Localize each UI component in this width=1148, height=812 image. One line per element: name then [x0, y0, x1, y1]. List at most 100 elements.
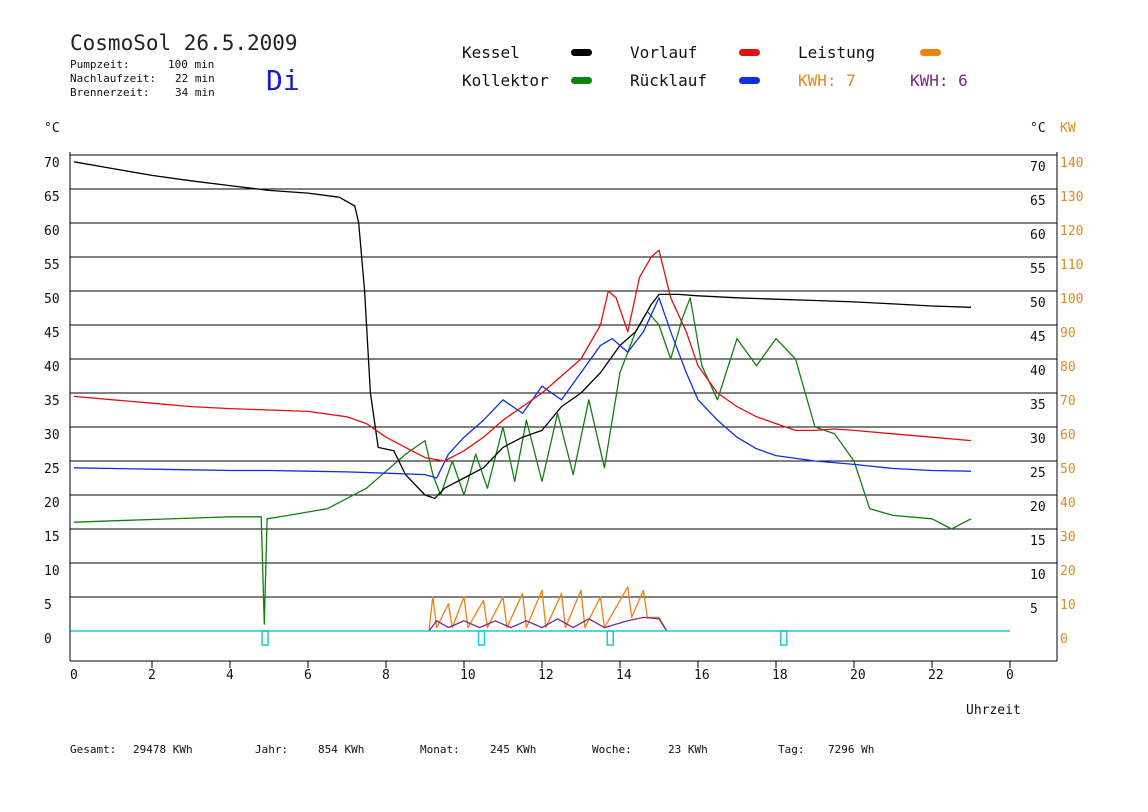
y-tick-label: 45 [44, 326, 60, 341]
y-axis-unit-left: °C [44, 121, 60, 136]
x-tick-label: 6 [304, 668, 312, 683]
y-tick-label-right: 20 [1030, 500, 1046, 515]
x-axis-label: Uhrzeit [966, 703, 1021, 718]
x-tick-label: 0 [70, 668, 78, 683]
pump-marker [606, 630, 614, 646]
y-tick-label: 10 [44, 564, 60, 579]
y-tick-label: 15 [44, 530, 60, 545]
y-tick-label-right: 35 [1030, 398, 1046, 413]
y-tick-label-right: 25 [1030, 466, 1046, 481]
x-tick-label: 2 [148, 668, 156, 683]
kw-tick-label: 50 [1060, 462, 1076, 477]
y-ticks-left: 0 5 10 15 20 25 30 35 40 45 50 55 60 65 70 [44, 156, 60, 647]
y-tick-label-right: 15 [1030, 534, 1046, 549]
y-axis-unit-right-kw: KW [1060, 121, 1076, 136]
kw-tick-label: 60 [1060, 428, 1076, 443]
x-tick-label: 4 [226, 668, 234, 683]
x-tick-label: 12 [538, 668, 554, 683]
pump-marker [780, 630, 788, 646]
year-label: Jahr: [255, 743, 288, 756]
series-line-ruecklauf [73, 297, 972, 479]
y-tick-label-right: 45 [1030, 330, 1046, 345]
x-tick-label: 20 [850, 668, 866, 683]
month-label: Monat: [420, 743, 460, 756]
y-tick-label: 55 [44, 258, 60, 273]
series-line-kessel [73, 161, 972, 500]
legend-swatch-leistung [920, 49, 941, 56]
footer-totals: Gesamt: 29478 KWh Jahr: 854 KWh Monat: 2… [70, 743, 874, 756]
series-lines [73, 161, 972, 632]
x-tick-label: 22 [928, 668, 944, 683]
y-tick-label: 50 [44, 292, 60, 307]
kw-tick-label: 100 [1060, 292, 1083, 307]
kw-tick-label: 120 [1060, 224, 1083, 239]
y-tick-label-right: 55 [1030, 262, 1046, 277]
legend-label-kollektor: Kollektor [462, 71, 549, 90]
y-tick-label-right: 50 [1030, 296, 1046, 311]
day-value: 7296 Wh [828, 743, 874, 756]
kwh-solar-label: KWH: 6 [910, 71, 968, 90]
kw-tick-label: 20 [1060, 564, 1076, 579]
pump-marker [261, 630, 269, 646]
y-axis-unit-right-c: °C [1030, 121, 1046, 136]
legend: Kessel Vorlauf Leistung Kollektor Rückla… [462, 43, 968, 90]
y-tick-label-right: 10 [1030, 568, 1046, 583]
grid-lines [70, 154, 1057, 598]
kw-tick-label: 140 [1060, 156, 1083, 171]
year-value: 854 KWh [318, 743, 364, 756]
y-ticks-right: 5 10 15 20 25 30 35 40 45 50 55 60 65 70 0 10 20 30 40 50 60… [1030, 156, 1083, 647]
x-tick-label: 16 [694, 668, 710, 683]
y-tick-label-right: 40 [1030, 364, 1046, 379]
legend-label-ruecklauf: Rücklauf [630, 71, 707, 90]
legend-label-vorlauf: Vorlauf [630, 43, 697, 62]
kw-tick-label: 10 [1060, 598, 1076, 613]
y-tick-label-right: 60 [1030, 228, 1046, 243]
legend-swatch-kessel [571, 49, 592, 56]
y-tick-label: 20 [44, 496, 60, 511]
total-label: Gesamt: [70, 743, 116, 756]
y-tick-label: 65 [44, 190, 60, 205]
pump-markers [70, 630, 1010, 646]
pump-time-value: 100 min [168, 58, 214, 71]
y-tick-label-right: 65 [1030, 194, 1046, 209]
total-value: 29478 KWh [133, 743, 193, 756]
pump-time-label: Pumpzeit: [70, 58, 130, 71]
series-line-leistung [428, 586, 668, 632]
y-tick-label-right: 30 [1030, 432, 1046, 447]
legend-label-kessel: Kessel [462, 43, 520, 62]
week-value: 23 KWh [668, 743, 708, 756]
legend-swatch-vorlauf [739, 49, 760, 56]
run-times: Pumpzeit: 100 min Nachlaufzeit: 22 min B… [70, 58, 215, 99]
kw-tick-label: 90 [1060, 326, 1076, 341]
week-label: Woche: [592, 743, 632, 756]
y-tick-label: 40 [44, 360, 60, 375]
x-tick-label: 8 [382, 668, 390, 683]
legend-swatch-ruecklauf [739, 77, 760, 84]
chart-title: CosmoSol 26.5.2009 [70, 31, 298, 55]
day-label: Tag: [778, 743, 805, 756]
series-line-kollektor [73, 297, 972, 625]
kw-tick-label: 130 [1060, 190, 1083, 205]
overrun-time-value: 22 min [175, 72, 215, 85]
pump-marker [477, 630, 486, 646]
x-tick-label: 18 [772, 668, 788, 683]
series-line-kwh [428, 616, 668, 632]
burner-time-label: Brennerzeit: [70, 86, 149, 99]
overrun-time-label: Nachlaufzeit: [70, 72, 156, 85]
kw-tick-label: 80 [1060, 360, 1076, 375]
kw-tick-label: 0 [1060, 632, 1068, 647]
kw-tick-label: 30 [1060, 530, 1076, 545]
y-tick-label: 35 [44, 394, 60, 409]
legend-label-leistung: Leistung [798, 43, 875, 62]
y-tick-label: 0 [44, 632, 52, 647]
x-tick-label: 10 [460, 668, 476, 683]
y-tick-label: 5 [44, 598, 52, 613]
y-tick-label: 25 [44, 462, 60, 477]
burner-time-value: 34 min [175, 86, 215, 99]
kw-tick-label: 110 [1060, 258, 1083, 273]
legend-swatch-kollektor [571, 77, 592, 84]
x-tick-label: 14 [616, 668, 632, 683]
y-tick-label-right: 5 [1030, 602, 1038, 617]
month-value: 245 KWh [490, 743, 536, 756]
